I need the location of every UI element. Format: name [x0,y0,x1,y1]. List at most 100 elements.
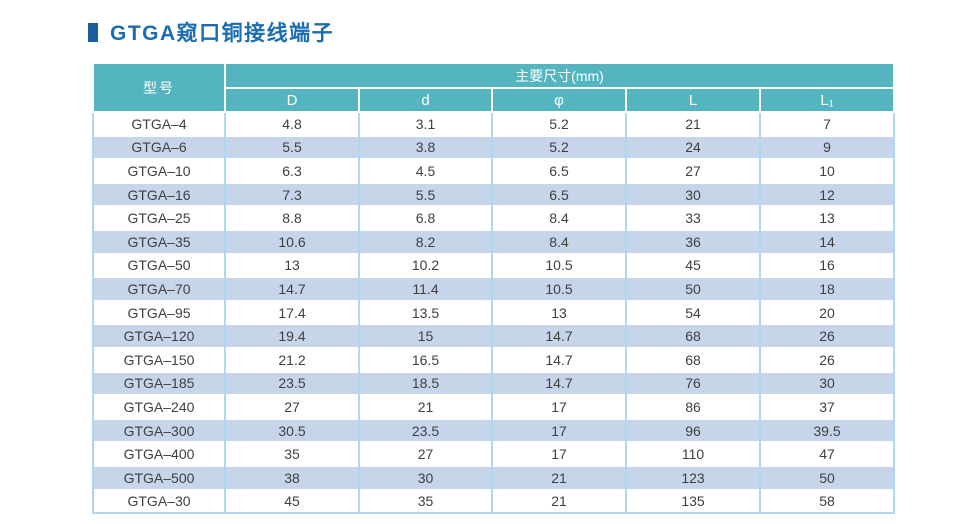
value-cell: 4.5 [358,158,492,183]
value-cell: 76 [625,370,760,396]
table-row: GTGA–35 10.6 8.2 8.4 36 14 [92,228,896,254]
value-cell: 9 [758,134,896,160]
value-cell: 16 [758,252,896,278]
value-cell: 21 [491,464,626,490]
value-cell: 10.5 [491,276,626,301]
value-cell: 12 [758,181,896,207]
spec-table-container: 型号 主要尺寸(mm) D d φ L L₁ GTGA–4 4.8 3.1 5.2 21… [92,62,896,515]
value-cell: 18 [758,276,896,301]
value-cell: 23.5 [224,370,359,396]
page-title: GTGA窥口铜接线端子 [110,22,335,45]
value-cell: 30.5 [224,417,359,443]
spec-table: 型号 主要尺寸(mm) D d φ L L₁ GTGA–4 4.8 3.1 5.2 21… [92,62,896,515]
value-cell: 37 [758,394,896,419]
value-cell: 30 [625,181,760,207]
model-cell: GTGA–185 [92,370,225,396]
table-row: GTGA–400 35 27 17 110 47 [92,441,896,466]
value-cell: 15 [358,323,492,348]
value-cell: 30 [758,370,896,396]
value-cell: 36 [625,228,760,254]
value-cell: 50 [625,276,760,301]
header-sub-row: D d φ L L₁ [93,87,896,113]
value-cell: 38 [224,464,359,490]
value-cell: 27 [224,394,359,419]
value-cell: 110 [625,441,760,466]
value-cell: 3.8 [358,134,492,160]
value-cell: 23.5 [358,417,492,443]
table-body: GTGA–4 4.8 3.1 5.2 21 7 GTGA–6 5.5 3.8 5.2 24 9 GTGA… [92,111,896,515]
value-cell: 26 [758,346,896,372]
value-cell: 8.4 [491,228,626,254]
model-cell: GTGA–120 [92,323,225,348]
value-cell: 16.5 [358,346,492,372]
model-cell: GTGA–50 [92,252,225,278]
col-header-L1: L₁ [758,87,896,113]
value-cell: 27 [358,441,492,466]
model-cell: GTGA–70 [92,276,225,301]
value-cell: 10.6 [224,228,359,254]
value-cell: 5.2 [491,111,626,136]
table-row: GTGA–16 7.3 5.5 6.5 30 12 [92,181,896,207]
value-cell: 10.2 [358,252,492,278]
table-row: GTGA–300 30.5 23.5 17 96 39.5 [92,417,896,443]
value-cell: 17 [491,441,626,466]
table-row: GTGA–185 23.5 18.5 14.7 76 30 [92,370,896,396]
model-cell: GTGA–30 [92,488,225,515]
value-cell: 14.7 [491,370,626,396]
value-cell: 7.3 [224,181,359,207]
table-row: GTGA–50 13 10.2 10.5 45 16 [92,252,896,278]
value-cell: 45 [625,252,760,278]
value-cell: 6.5 [491,158,626,183]
table-row: GTGA–150 21.2 16.5 14.7 68 26 [92,346,896,372]
table-row: GTGA–25 8.8 6.8 8.4 33 13 [92,205,896,230]
value-cell: 68 [625,323,760,348]
value-cell: 35 [224,441,359,466]
col-header-model: 型号 [92,62,226,113]
value-cell: 6.5 [491,181,626,207]
value-cell: 58 [758,488,896,515]
value-cell: 86 [625,394,760,419]
table-row: GTGA–30 45 35 21 135 58 [92,488,896,515]
value-cell: 17.4 [224,299,359,325]
value-cell: 21 [491,488,626,515]
col-header-d: d [358,87,493,113]
value-cell: 123 [625,464,760,490]
model-cell: GTGA–10 [92,158,225,183]
header-group-row: 型号 主要尺寸(mm) [92,62,896,113]
value-cell: 17 [491,394,626,419]
page-title-row: GTGA窥口铜接线端子 [88,17,334,47]
value-cell: 20 [758,299,896,325]
table-row: GTGA–95 17.4 13.5 13 54 20 [92,299,896,325]
model-cell: GTGA–500 [92,464,225,490]
title-bullet-icon [88,22,98,42]
value-cell: 26 [758,323,896,348]
model-cell: GTGA–35 [92,228,225,254]
value-cell: 24 [625,134,760,160]
table-row: GTGA–500 38 30 21 123 50 [92,464,896,490]
value-cell: 5.5 [358,181,492,207]
col-header-D: D [224,87,360,113]
col-header-phi: φ [491,87,627,113]
model-cell: GTGA–6 [92,134,225,160]
value-cell: 4.8 [224,111,359,136]
table-row: GTGA–120 19.4 15 14.7 68 26 [92,323,896,348]
value-cell: 14.7 [491,346,626,372]
table-header: 型号 主要尺寸(mm) D d φ L L₁ [92,62,896,113]
value-cell: 13 [224,252,359,278]
model-cell: GTGA–240 [92,394,225,419]
col-header-L: L [625,87,761,113]
table-row: GTGA–10 6.3 4.5 6.5 27 10 [92,158,896,183]
value-cell: 13 [491,299,626,325]
value-cell: 14 [758,228,896,254]
model-cell: GTGA–25 [92,205,225,230]
value-cell: 5.5 [224,134,359,160]
table-row: GTGA–240 27 21 17 86 37 [92,394,896,419]
model-cell: GTGA–95 [92,299,225,325]
value-cell: 50 [758,464,896,490]
value-cell: 14.7 [491,323,626,348]
value-cell: 27 [625,158,760,183]
value-cell: 8.4 [491,205,626,230]
value-cell: 96 [625,417,760,443]
value-cell: 47 [758,441,896,466]
value-cell: 3.1 [358,111,492,136]
